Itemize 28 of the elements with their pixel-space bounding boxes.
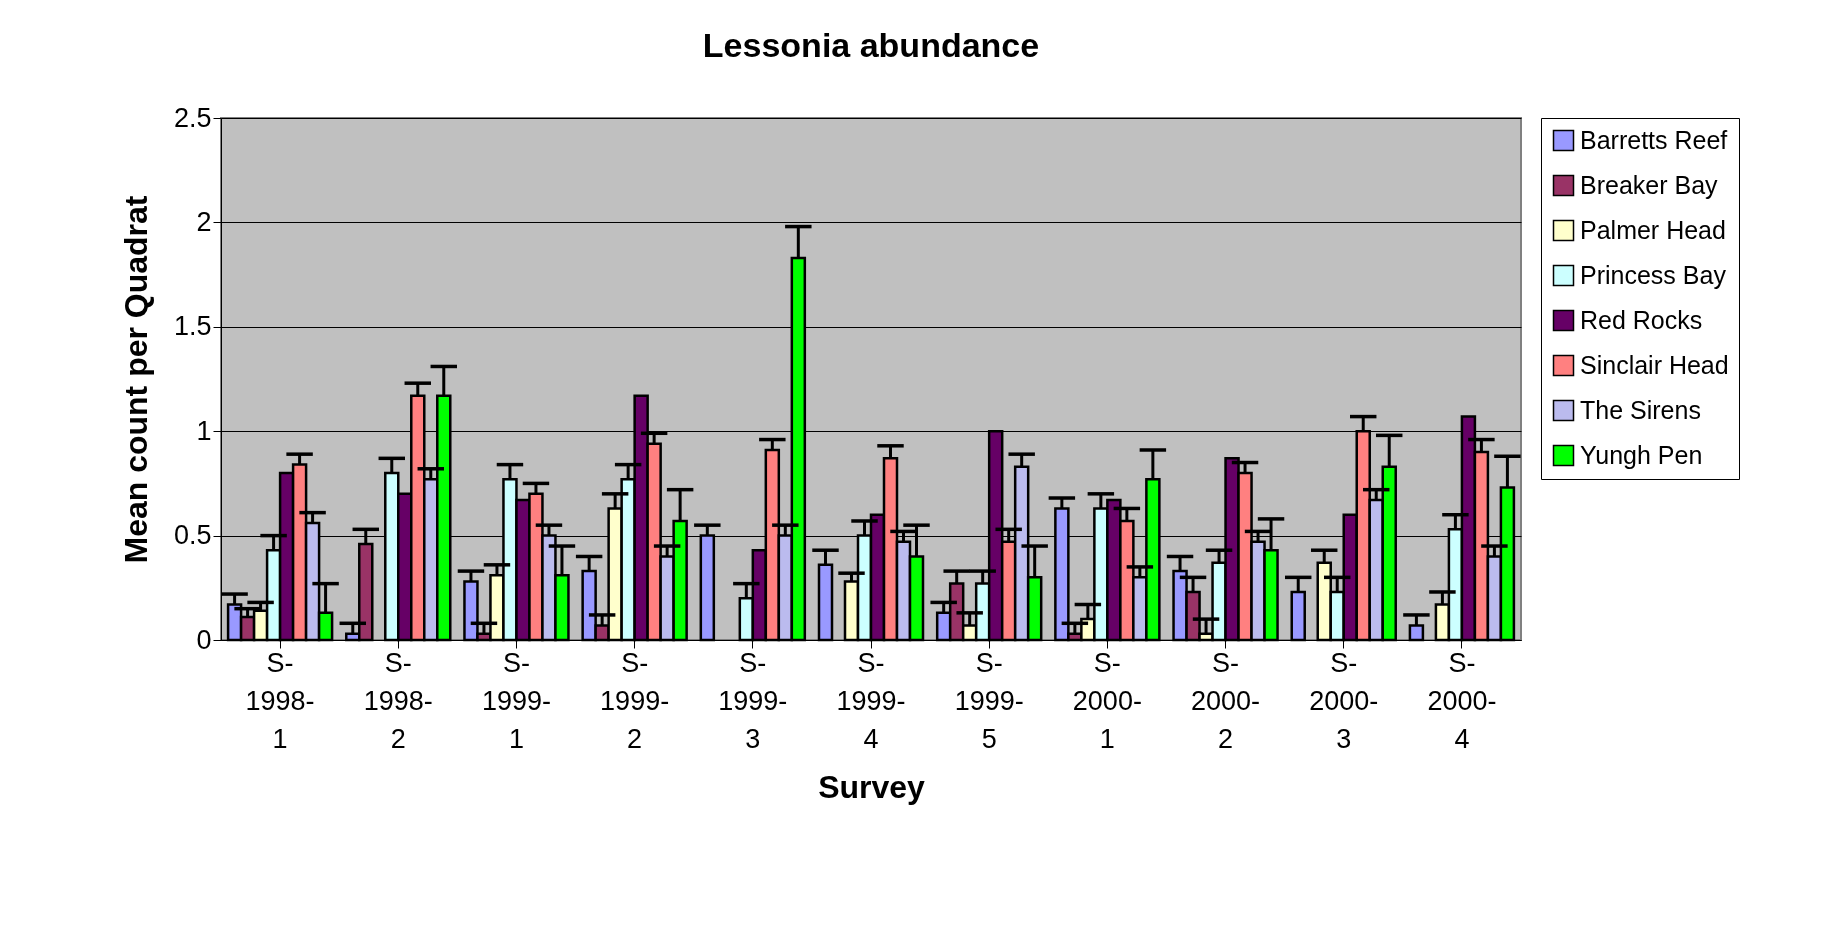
x-axis-title: Survey — [818, 768, 926, 805]
legend-label: Palmer Head — [1580, 215, 1726, 244]
y-tick-label: 2.5 — [173, 102, 212, 133]
x-tick-label: S-1998-2 — [363, 647, 433, 754]
chart-title: Lessonia abundance — [702, 26, 1040, 64]
legend-label: Red Rocks — [1580, 305, 1703, 334]
x-tick-label: S-1999-5 — [954, 647, 1024, 754]
y-tick-label: 2 — [196, 206, 212, 237]
legend-label: Breaker Bay — [1580, 170, 1719, 199]
y-tick-label: 0 — [196, 624, 212, 655]
y-axis-title: Mean count per Quadrat — [117, 195, 154, 564]
legend-label: Yungh Pen — [1580, 440, 1703, 469]
x-tick-label: S-2000-2 — [1191, 647, 1261, 754]
x-tick-label: S-2000-1 — [1072, 647, 1142, 754]
x-tick-label: S-1999-3 — [718, 647, 788, 754]
legend-label: Sinclair Head — [1580, 350, 1729, 379]
x-tick-label: S-1999-2 — [600, 647, 670, 754]
y-tick-label: 1.5 — [173, 311, 212, 342]
legend-label: Princess Bay — [1580, 260, 1727, 289]
x-tick-label: S-1998-1 — [245, 647, 315, 754]
x-tick-label: S-1999-4 — [836, 647, 906, 754]
legend-label: Barretts Reef — [1580, 125, 1728, 154]
x-tick-label: S-2000-4 — [1427, 647, 1497, 754]
x-tick-label: S-2000-3 — [1309, 647, 1379, 754]
x-tick-label: S-1999-1 — [481, 647, 551, 754]
y-tick-label: 1 — [196, 415, 212, 446]
y-tick-label: 0.5 — [173, 520, 212, 551]
legend-label: The Sirens — [1580, 395, 1701, 424]
